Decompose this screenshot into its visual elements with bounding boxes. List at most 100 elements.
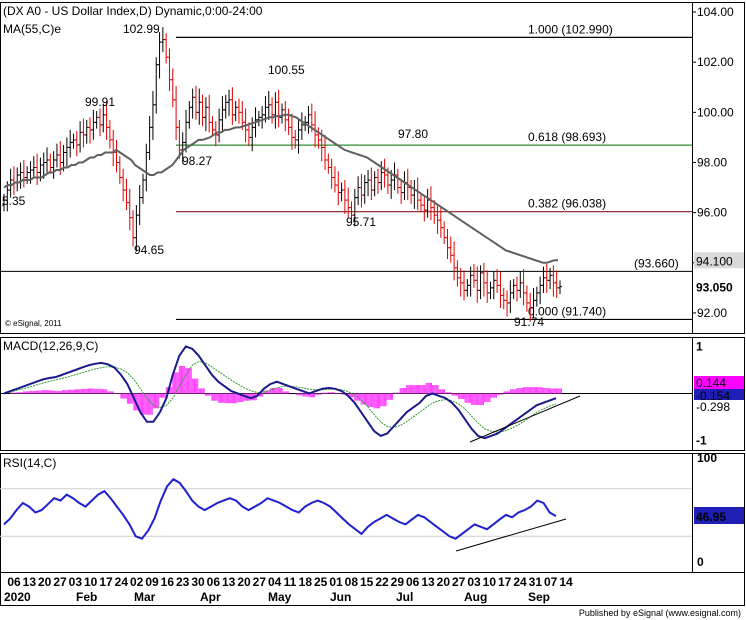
candle <box>442 221 447 244</box>
candle <box>544 264 549 293</box>
candle <box>399 178 404 204</box>
candle <box>220 96 225 133</box>
candle <box>84 119 89 144</box>
candle <box>276 89 281 128</box>
x-tick-label: 27 <box>53 575 67 589</box>
x-tick-label: 18 <box>299 575 313 589</box>
candle <box>402 171 407 201</box>
footer-credit: Published by eSignal (www.esignal.com) <box>579 608 741 618</box>
candle <box>121 168 126 202</box>
price-annotation: 102.99 <box>123 22 160 36</box>
x-tick-label: 04 <box>268 575 282 589</box>
candle <box>18 162 23 189</box>
x-tick-label: 29 <box>391 575 405 589</box>
macd-signal-line <box>3 360 557 433</box>
ma-value-badge <box>694 252 744 269</box>
candle <box>359 173 364 208</box>
price-y-tick-label: 100.00 <box>697 105 734 119</box>
rsi-trendline <box>455 518 567 552</box>
candle <box>541 266 546 293</box>
last-price-badge <box>694 278 744 295</box>
candle <box>514 276 519 302</box>
candle <box>11 166 16 196</box>
candle <box>375 168 380 194</box>
candle <box>326 153 331 174</box>
candle <box>174 86 179 140</box>
x-tick-label: 06 <box>7 575 21 589</box>
x-tick-label: 25 <box>314 575 328 589</box>
x-tick-label: 22 <box>375 575 389 589</box>
candle <box>419 193 423 212</box>
price-y-tick-label: 92.00 <box>697 306 727 320</box>
price-annotation: 5.35 <box>2 194 26 208</box>
candle <box>203 97 208 132</box>
price-annotation: 94.65 <box>134 243 164 257</box>
candle <box>306 106 311 134</box>
candle <box>422 196 427 222</box>
price-annotation: 97.80 <box>398 127 428 141</box>
x-tick-label: 10 <box>483 575 497 589</box>
watermark: © eSignal, 2011 <box>5 319 62 328</box>
candle <box>21 159 26 188</box>
rsi-y-tick-label: 100 <box>697 451 717 465</box>
candle <box>491 271 496 300</box>
candle <box>485 270 490 303</box>
ma-value-label: 94.100 <box>696 254 733 268</box>
candle <box>236 98 241 124</box>
price-annotation: 99.91 <box>85 95 115 109</box>
x-tick-label: 08 <box>345 575 359 589</box>
candle <box>342 180 347 214</box>
macd-panel[interactable]: MACD(12,26,9,C) 1 -1 0.144-0.154-0.298 <box>0 339 744 448</box>
x-tick-label: 20 <box>237 575 251 589</box>
x-month-label: Jun <box>330 590 351 604</box>
panel-border-0 <box>0 2 745 334</box>
candle <box>54 143 59 168</box>
candle <box>336 171 341 206</box>
x-month-label: Apr <box>200 590 221 604</box>
x-tick-label: 01 <box>329 575 343 589</box>
candle <box>137 185 142 226</box>
x-tick-label: 11 <box>284 575 297 589</box>
x-tick-label: 09 <box>145 575 159 589</box>
candle <box>501 287 506 310</box>
candle <box>48 153 53 174</box>
fib-label: 1.000 (102.990) <box>528 22 613 36</box>
x-tick-label: 13 <box>421 575 435 589</box>
x-tick-label: 06 <box>207 575 221 589</box>
candle <box>558 280 562 295</box>
x-tick-label: 24 <box>513 575 527 589</box>
candle <box>382 158 387 188</box>
candle <box>223 94 228 119</box>
candle <box>270 97 275 124</box>
candle <box>409 180 414 204</box>
candle <box>150 91 155 140</box>
candle <box>511 279 516 300</box>
candle <box>15 167 20 192</box>
macd-y-tick-label: -1 <box>696 434 707 448</box>
candle <box>475 266 480 303</box>
x-month-label: 2020 <box>4 590 31 604</box>
candle <box>233 101 238 122</box>
candle <box>25 166 30 184</box>
candle <box>412 180 417 209</box>
candle <box>31 156 36 178</box>
x-tick-label: 20 <box>437 575 451 589</box>
x-tick-label: 27 <box>253 575 267 589</box>
rsi-panel[interactable]: RSI(14,C) 10050046.95 <box>0 451 744 569</box>
candle <box>141 173 145 204</box>
price-panel[interactable]: (DX A0 - US Dollar Index,D) Dynamic,0:00… <box>0 4 744 329</box>
x-tick-label: 07 <box>544 575 558 589</box>
candle <box>78 121 83 153</box>
candle <box>339 182 344 202</box>
candle <box>68 129 73 158</box>
candle <box>147 116 152 160</box>
candle <box>114 139 119 173</box>
rsi-title: RSI(14,C) <box>3 456 56 470</box>
fib-label: 0.000 (91.740) <box>528 304 606 318</box>
rsi-value-label: 46.95 <box>696 510 726 524</box>
macd-line <box>3 345 557 440</box>
macd-y-tick-label: 1 <box>696 339 703 353</box>
candle <box>164 33 169 64</box>
macd-trendline <box>469 395 581 443</box>
